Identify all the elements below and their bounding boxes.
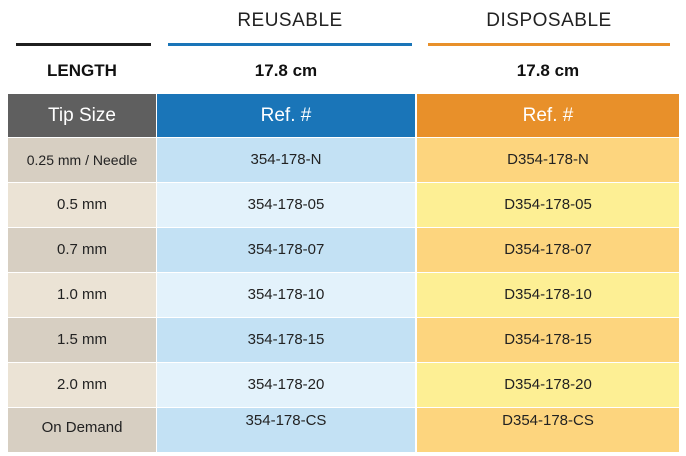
ref-reusable-cell: 354-178-15 (157, 318, 415, 362)
ref-disposable-cell: D354-178-CS (417, 408, 679, 452)
length-disposable: 17.8 cm (516, 61, 580, 80)
divider-disposable-column (428, 43, 670, 46)
tip-size-cell: 1.0 mm (8, 273, 156, 317)
ref-disposable-cell: D354-178-15 (417, 318, 679, 362)
ref-reusable-cell: 354-178-07 (157, 228, 415, 272)
ref-reusable-cell: 354-178-05 (157, 183, 415, 227)
tip-size-cell: 0.5 mm (8, 183, 156, 227)
divider-tip-column (16, 43, 151, 46)
tip-size-cell: On Demand (8, 408, 156, 452)
ref-reusable-cell: 354-178-CS (157, 408, 415, 452)
ref-disposable-cell: D354-178-05 (417, 183, 679, 227)
ref-disposable-cell: D354-178-10 (417, 273, 679, 317)
tip-size-header: Tip Size (8, 94, 156, 137)
tip-size-cell: 0.7 mm (8, 228, 156, 272)
tip-size-cell: 2.0 mm (8, 363, 156, 407)
ref-disposable-header: Ref. # (417, 94, 679, 137)
ref-disposable-cell: D354-178-07 (417, 228, 679, 272)
divider-reusable-column (168, 43, 412, 46)
ref-reusable-cell: 354-178-20 (157, 363, 415, 407)
ref-disposable-cell: D354-178-N (417, 138, 679, 182)
ref-reusable-header: Ref. # (157, 94, 415, 137)
length-reusable: 17.8 cm (254, 61, 318, 80)
ref-reusable-cell: 354-178-10 (157, 273, 415, 317)
reusable-heading: REUSABLE (237, 10, 343, 31)
ref-disposable-cell: D354-178-20 (417, 363, 679, 407)
length-label: LENGTH (47, 61, 117, 80)
tip-size-cell: 0.25 mm / Needle (8, 138, 156, 182)
tip-size-cell: 1.5 mm (8, 318, 156, 362)
disposable-heading: DISPOSABLE (486, 10, 612, 31)
ref-reusable-cell: 354-178-N (157, 138, 415, 182)
